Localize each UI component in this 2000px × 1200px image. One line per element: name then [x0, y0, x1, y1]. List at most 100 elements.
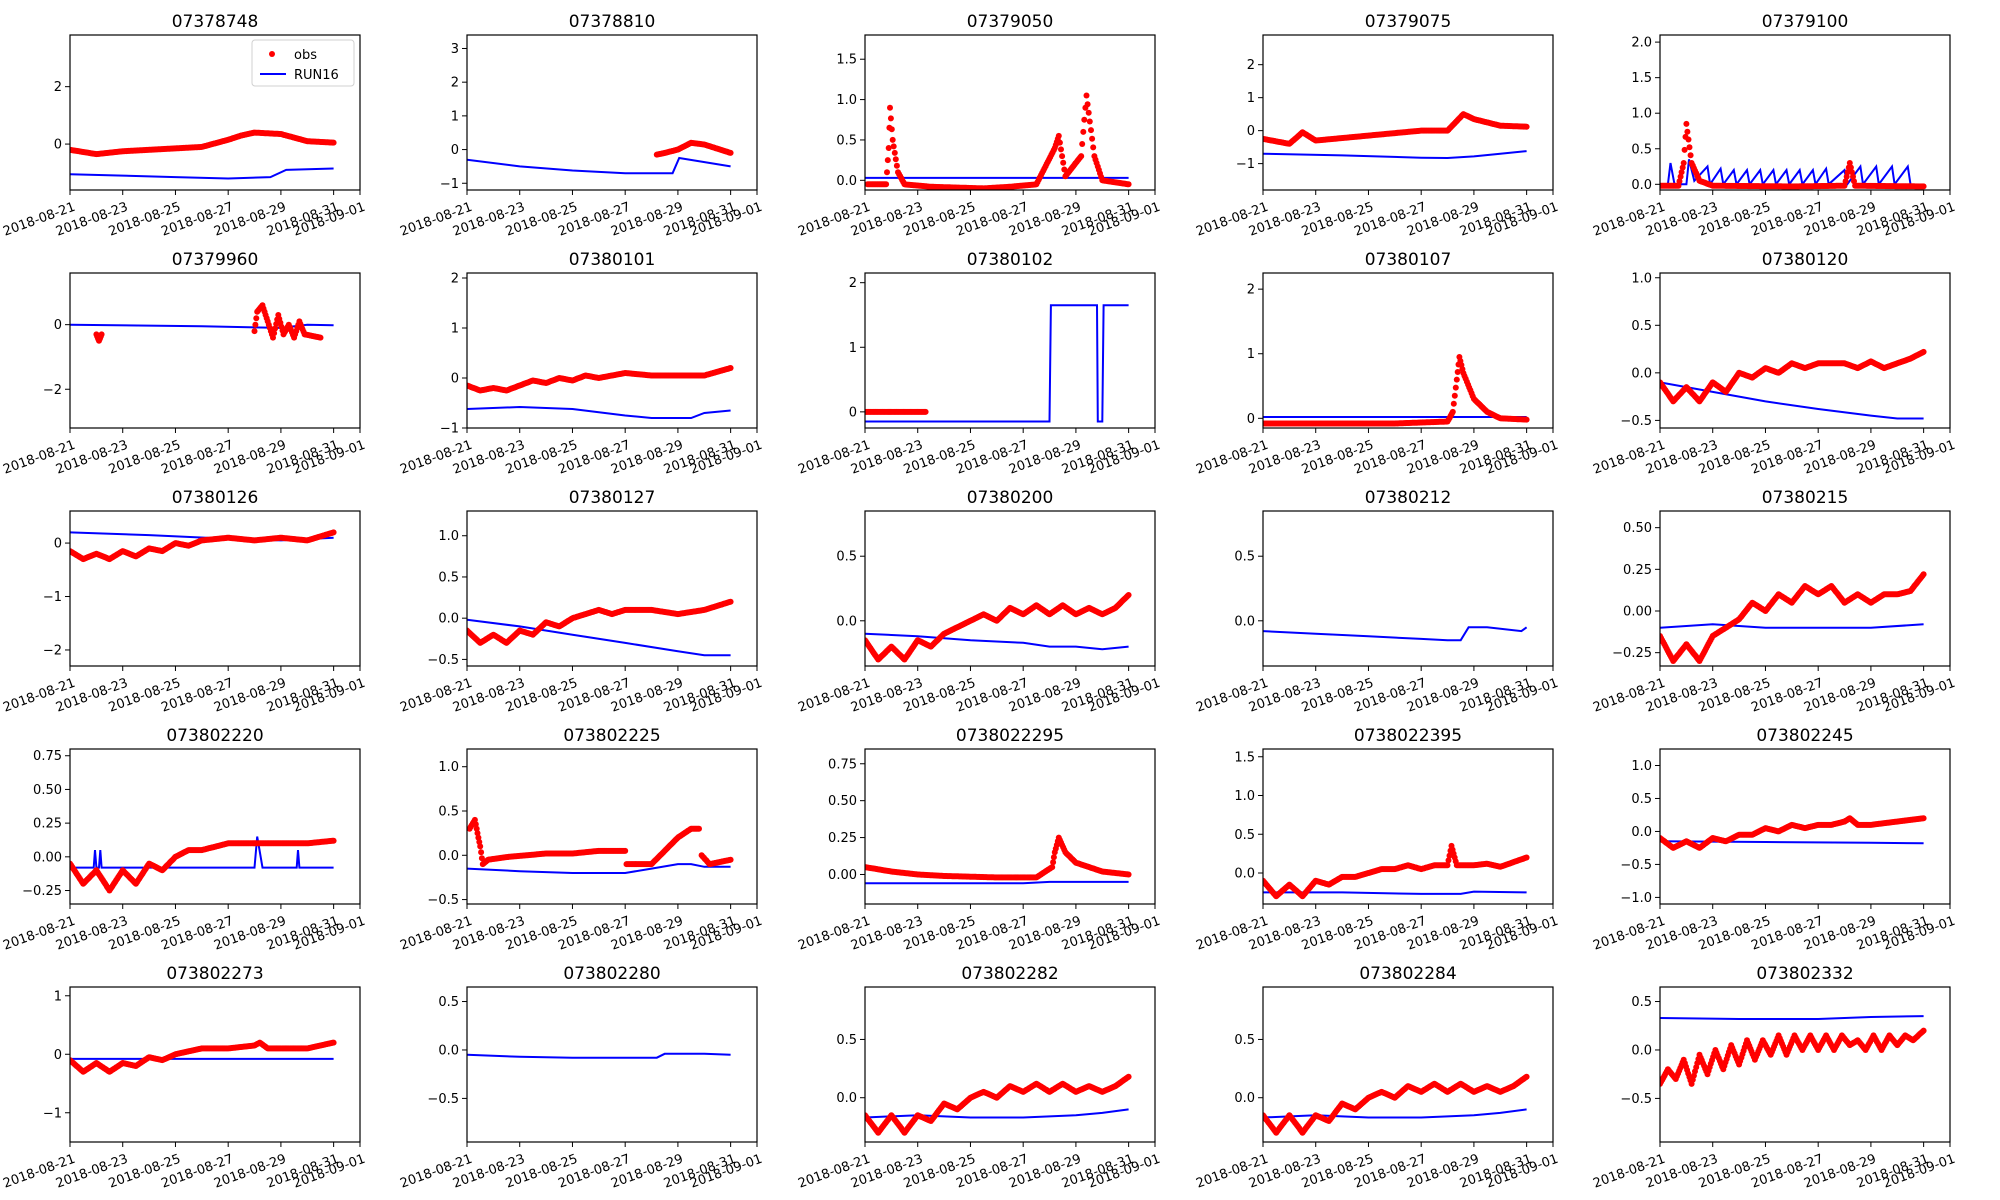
plot-area: [70, 302, 334, 344]
obs-point: [330, 837, 337, 844]
y-tick-label: 1.0: [438, 529, 459, 544]
plot-area: [865, 304, 1129, 423]
panel-0738022395: 07380223950.00.51.01.52018-08-212018-08-…: [1194, 726, 1560, 954]
obs-point: [893, 162, 900, 169]
axes-frame: [1659, 272, 1951, 429]
obs-point: [884, 157, 891, 164]
y-tick-label: 0.5: [1631, 792, 1652, 807]
run16-line: [1660, 381, 1924, 420]
run16-line: [1263, 890, 1527, 895]
panel-title: 07379075: [1365, 12, 1452, 32]
panel-07380200: 073802000.00.52018-08-212018-08-232018-0…: [796, 488, 1162, 716]
obs-point: [727, 598, 734, 605]
plot-area: [865, 92, 1132, 190]
y-tick-label: 1.0: [438, 760, 459, 775]
y-tick-label: 0: [54, 138, 62, 153]
y-tick-label: 0.50: [33, 783, 62, 798]
axes-frame: [69, 986, 361, 1143]
y-tick-label: 1.5: [1234, 750, 1255, 765]
panel-title: 073802282: [961, 964, 1058, 984]
y-tick-label: 0.5: [1631, 319, 1652, 334]
plot-area: [1660, 120, 1927, 190]
y-tick-label: −1: [440, 422, 459, 437]
run16-line: [467, 863, 731, 874]
y-tick-label: −2: [43, 643, 62, 658]
obs-point: [1847, 164, 1854, 171]
y-tick-label: −0.25: [1612, 646, 1652, 661]
y-tick-label: 0: [849, 405, 857, 420]
plot-area: [70, 129, 337, 180]
panel-073802282: 0738022820.00.52018-08-212018-08-232018-…: [796, 964, 1162, 1192]
obs-point: [1452, 384, 1459, 391]
y-tick-label: 0.5: [1631, 142, 1652, 157]
y-tick-label: 1: [1247, 347, 1255, 362]
panel-title: 0738022395: [1354, 726, 1462, 746]
obs-point: [1058, 146, 1064, 153]
run16-line: [467, 405, 731, 419]
y-tick-label: 1.5: [1631, 71, 1652, 86]
obs-point: [253, 315, 260, 322]
y-tick-label: 1: [849, 341, 857, 356]
obs-point: [1086, 118, 1093, 125]
axes-frame: [69, 748, 361, 905]
y-tick-label: 0.0: [1631, 366, 1652, 381]
obs-point: [1523, 416, 1530, 423]
axes-frame: [1262, 272, 1554, 429]
axes-frame: [466, 510, 758, 667]
y-tick-label: 1.5: [836, 53, 857, 68]
obs-point: [922, 408, 929, 415]
obs-point: [1677, 173, 1684, 180]
y-tick-label: 0.5: [438, 570, 459, 585]
y-tick-label: 0.50: [828, 794, 857, 809]
obs-point: [887, 104, 893, 111]
plot-area: [467, 139, 734, 175]
obs-point: [1681, 146, 1688, 153]
panel-title: 073802225: [563, 726, 660, 746]
obs-point: [1920, 571, 1927, 578]
obs-point: [884, 169, 890, 176]
obs-point: [1843, 173, 1850, 180]
obs-point: [1679, 164, 1686, 171]
obs-point: [1920, 348, 1927, 355]
y-tick-label: −2: [43, 383, 62, 398]
y-tick-label: 0: [1247, 412, 1255, 427]
obs-point: [890, 143, 897, 150]
axes-frame: [466, 34, 758, 191]
obs-point: [1085, 109, 1092, 116]
panel-07380101: 07380101−10122018-08-212018-08-232018-08…: [398, 250, 764, 478]
obs-point: [883, 181, 890, 188]
panel-07380102: 073801020122018-08-212018-08-232018-08-2…: [796, 250, 1162, 478]
y-tick-label: −1: [440, 177, 459, 192]
panel-title: 073802280: [563, 964, 660, 984]
obs-point: [1842, 178, 1849, 185]
plot-area: [1660, 815, 1927, 851]
y-tick-label: 0.5: [438, 995, 459, 1010]
obs-point: [1850, 173, 1856, 180]
y-tick-label: 2: [849, 276, 857, 291]
obs-point: [1059, 153, 1066, 160]
run16-line: [467, 1052, 731, 1059]
run16-line: [1263, 626, 1528, 642]
y-tick-label: 0.25: [33, 817, 62, 832]
panel-title: 07380101: [569, 250, 656, 270]
panel-title: 07379960: [172, 250, 259, 270]
obs-point: [1848, 169, 1855, 176]
y-tick-label: −0.5: [1620, 414, 1652, 429]
y-tick-label: 0.00: [828, 868, 857, 883]
panel-title: 073802245: [1756, 726, 1853, 746]
plot-area: [1263, 626, 1528, 642]
axes-frame: [864, 272, 1156, 429]
obs-point: [887, 115, 894, 122]
panel-title: 07380200: [967, 488, 1054, 508]
y-tick-label: 2: [1247, 58, 1255, 73]
panel-title: 07380212: [1365, 488, 1452, 508]
axes-frame: [864, 34, 1156, 191]
y-tick-label: −0.5: [427, 653, 459, 668]
obs-point: [1683, 120, 1690, 127]
y-tick-label: 0.0: [1631, 178, 1652, 193]
panel-073802280: 073802280−0.50.00.52018-08-212018-08-232…: [398, 964, 764, 1192]
axes-frame: [864, 510, 1156, 667]
y-tick-label: 0.0: [836, 614, 857, 629]
obs-point: [1678, 169, 1685, 176]
y-tick-label: 1: [451, 322, 459, 337]
